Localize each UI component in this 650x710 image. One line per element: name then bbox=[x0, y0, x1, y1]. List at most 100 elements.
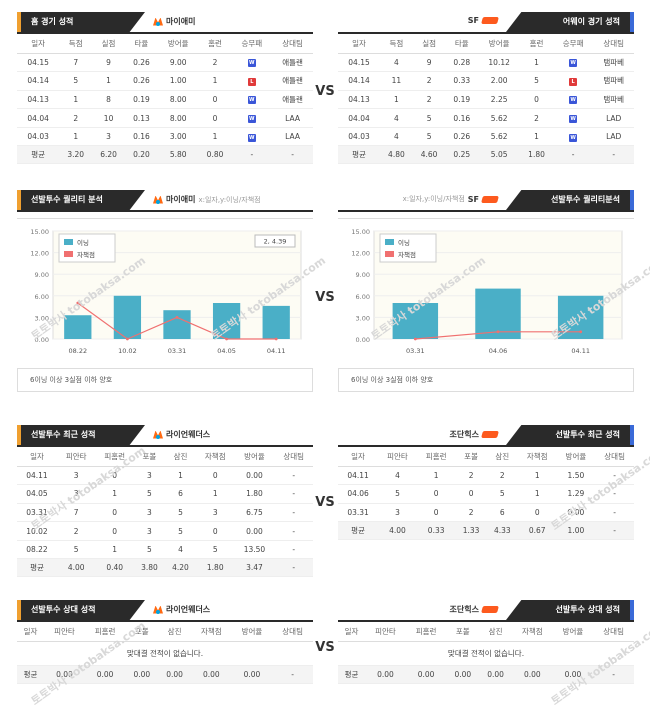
x-tick-label: 10.02 bbox=[118, 347, 137, 355]
table-cell: 0.19 bbox=[125, 90, 158, 110]
column-header: 상대팀 bbox=[593, 34, 634, 54]
line-point bbox=[76, 301, 80, 305]
table-cell: 03.31 bbox=[338, 503, 379, 523]
y-tick-label: 0.00 bbox=[35, 336, 49, 344]
pitcher-vs-table: 일자 피안타 피홈런 포볼 삼진 자책점 방어율 상대팀 맞대결 전적이 없습니다. 평균 0.00… bbox=[338, 622, 634, 684]
vs-label: VS bbox=[315, 84, 335, 99]
table-cell: 5 bbox=[133, 484, 165, 504]
panel-header: 홈 경기 성적 마이애미 bbox=[17, 12, 313, 34]
table-cell: - bbox=[595, 484, 634, 504]
legend-label: 자책점 bbox=[398, 250, 416, 259]
line-point bbox=[126, 337, 129, 341]
vs-label: VS bbox=[315, 495, 335, 510]
column-header: 피안타 bbox=[378, 447, 417, 467]
team-label: 라이언웨더스 bbox=[153, 429, 210, 440]
table-cell: 0 bbox=[95, 521, 134, 541]
table-cell: 3.00 bbox=[157, 127, 199, 147]
table-cell: 1 bbox=[164, 466, 196, 486]
table-cell: 2 bbox=[455, 466, 487, 486]
column-header: 방어율 bbox=[478, 34, 521, 54]
average-cell: 0.80 bbox=[198, 145, 232, 165]
table-row: 04.04 2 10 0.13 8.00 0 W LAA bbox=[17, 108, 313, 128]
table-cell: 2.00 bbox=[478, 71, 521, 91]
average-cell: 1.80 bbox=[196, 558, 235, 578]
column-header: 승무패 bbox=[231, 34, 273, 54]
legend-label: 이닝 bbox=[77, 238, 89, 247]
average-cell: 0.00 bbox=[84, 665, 126, 684]
table-cell: 2 bbox=[520, 108, 553, 128]
table-cell: - bbox=[595, 466, 634, 486]
result-cell: L bbox=[231, 71, 273, 91]
table-cell: - bbox=[274, 503, 313, 523]
table-row: 04.11 4 1 2 2 1 1.50- bbox=[338, 466, 634, 486]
table-cell: 5 bbox=[412, 108, 446, 128]
table-cell: 1 bbox=[416, 466, 456, 486]
y-tick-label: 15.00 bbox=[351, 228, 370, 236]
panel-header: 선발투수 최근 성적 조단힉스 bbox=[338, 425, 634, 447]
table-cell: 5 bbox=[520, 71, 553, 91]
loss-badge: L bbox=[569, 77, 578, 86]
team-label: 조단힉스 bbox=[450, 604, 499, 615]
column-header: 피홈런 bbox=[405, 622, 447, 642]
pitcher-quality-panel-right: 선발투수 퀄리티분석 x:일자,y:이닝/자책점 SF 0.00 3.00 6.00… bbox=[338, 190, 634, 400]
table-cell: 1 bbox=[59, 90, 93, 110]
column-header: 피홈런 bbox=[84, 622, 126, 642]
table-cell: 9 bbox=[412, 53, 446, 73]
y-tick-label: 3.00 bbox=[35, 314, 49, 322]
table-cell: 8.00 bbox=[157, 90, 199, 110]
column-header: 타율 bbox=[125, 34, 158, 54]
column-header: 일자 bbox=[17, 622, 45, 642]
average-row: 평균 4.00 0.40 3.80 4.20 1.80 3.47- bbox=[17, 558, 313, 578]
result-cell: W bbox=[231, 90, 273, 110]
legend-label: 자책점 bbox=[77, 250, 95, 259]
table-cell: 5 bbox=[378, 484, 417, 504]
column-header: 포볼 bbox=[133, 447, 165, 467]
column-header: 상대팀 bbox=[274, 447, 313, 467]
table-row: 04.03 4 5 0.26 5.62 1 W LAD bbox=[338, 127, 634, 147]
column-header: 상대팀 bbox=[593, 622, 634, 642]
column-header: 득점 bbox=[380, 34, 413, 54]
average-cell: 4.60 bbox=[412, 145, 446, 165]
table-cell: 5 bbox=[164, 521, 196, 541]
average-cell: 평균 bbox=[17, 665, 45, 684]
table-cell: 04.14 bbox=[338, 71, 381, 91]
average-cell: 0.00 bbox=[231, 665, 273, 684]
table-cell: 0 bbox=[517, 503, 557, 523]
average-cell: 0.00 bbox=[511, 665, 553, 684]
table-cell: 1 bbox=[380, 90, 413, 110]
table-cell: 04.15 bbox=[338, 53, 381, 73]
bar bbox=[212, 303, 241, 339]
panel-title: 선발투수 퀄리티 분석 bbox=[17, 190, 145, 210]
table-cell: 0.26 bbox=[445, 127, 479, 147]
home-record-panel: 홈 경기 성적 마이애미 일자 득점 실점 타율 방어율 홈런 승무패 상대팀 04.15 7 9 0… bbox=[17, 12, 313, 165]
table-cell: 2 bbox=[59, 108, 93, 128]
average-cell: 0.33 bbox=[416, 521, 456, 541]
table-cell: 5 bbox=[486, 484, 518, 504]
y-tick-label: 12.00 bbox=[30, 250, 49, 258]
table-cell: 0.28 bbox=[445, 53, 479, 73]
table-cell: 1 bbox=[198, 71, 232, 91]
average-cell: 1.00 bbox=[556, 521, 596, 541]
giants-logo-icon bbox=[481, 431, 499, 438]
table-row: 04.13 1 2 0.19 2.25 0 W 탬파베 bbox=[338, 90, 634, 110]
column-header: 방어율 bbox=[552, 622, 594, 642]
column-header: 피안타 bbox=[56, 447, 96, 467]
average-cell: 0.00 bbox=[158, 665, 191, 684]
table-row: 04.05 3 1 5 6 1 1.80- bbox=[17, 484, 313, 504]
result-cell: W bbox=[552, 127, 594, 147]
table-cell: 0.00 bbox=[556, 503, 596, 523]
table-cell: 10 bbox=[92, 108, 125, 128]
table-cell: 1 bbox=[95, 484, 134, 504]
table-row: 04.11 3 0 3 1 0 0.00- bbox=[17, 466, 313, 486]
table-row: 03.31 3 0 2 6 0 0.00- bbox=[338, 503, 634, 523]
x-tick-label: 03.31 bbox=[406, 347, 425, 355]
result-cell: W bbox=[552, 53, 594, 73]
table-cell: 1.50 bbox=[556, 466, 596, 486]
table-cell: 03.31 bbox=[17, 503, 57, 523]
table-cell: 4 bbox=[378, 466, 417, 486]
team-label: SF bbox=[468, 16, 499, 25]
giants-logo-icon bbox=[481, 606, 499, 613]
win-badge: W bbox=[247, 59, 256, 68]
column-header: 자책점 bbox=[511, 622, 553, 642]
table-cell: - bbox=[274, 484, 313, 504]
